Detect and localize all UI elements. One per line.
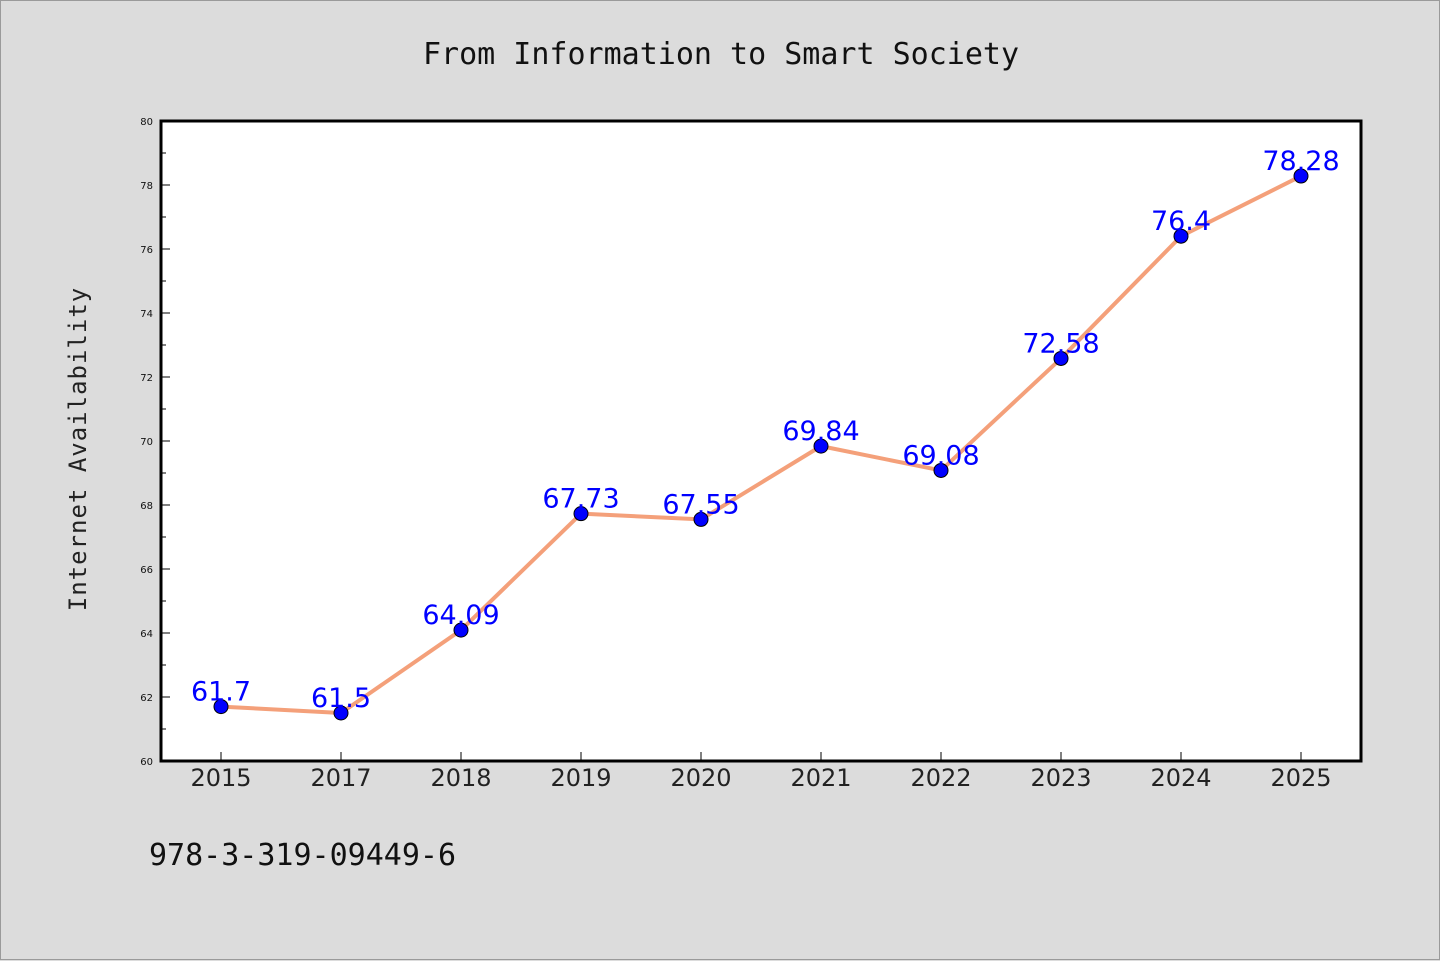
data-label: 67.55 [662, 489, 739, 520]
data-point-marker [813, 438, 829, 454]
series-layer [213, 168, 1309, 721]
y-tick-label: 60 [140, 757, 153, 768]
data-label: 64.09 [422, 600, 499, 631]
data-label: 61.7 [191, 677, 251, 708]
x-tick-label: 2015 [190, 764, 251, 792]
data-label: 69.08 [902, 440, 979, 471]
y-tick-label: 70 [140, 437, 153, 448]
footer-isbn: 978-3-319-09449-6 [149, 838, 456, 873]
plot-frame [159, 119, 1363, 763]
data-labels-layer: 61.7 61.5 64.09 67.73 67.55 69.84 69.08 72.58 76… [191, 146, 1340, 714]
x-tick-label: 2025 [1270, 764, 1331, 792]
data-point-marker [933, 462, 949, 478]
data-label: 78.28 [1262, 146, 1339, 177]
data-point-marker [333, 705, 349, 721]
y-tick-label: 62 [140, 693, 153, 704]
y-tick-label: 68 [140, 501, 153, 512]
y-tick-label: 72 [140, 373, 153, 384]
data-label: 76.4 [1151, 206, 1211, 237]
data-point-marker [1173, 228, 1189, 244]
y-tick-label: 78 [140, 181, 153, 192]
x-tick-label: 2020 [670, 764, 731, 792]
x-tick-label: 2017 [310, 764, 371, 792]
x-tick-label: 2021 [790, 764, 851, 792]
x-tick-label: 2018 [430, 764, 491, 792]
x-tick-label: 2022 [910, 764, 971, 792]
data-label: 72.58 [1022, 328, 1099, 359]
y-tick-label: 66 [140, 565, 153, 576]
x-axis: 2015 2017 2018 2019 2020 2021 2022 2023 2024 2025 [190, 752, 1332, 792]
x-tick-label: 2023 [1030, 764, 1091, 792]
data-point-marker [213, 699, 229, 715]
y-tick-label: 64 [140, 629, 153, 640]
series-line [219, 174, 1303, 715]
data-label: 61.5 [311, 683, 371, 714]
x-tick-label: 2019 [550, 764, 611, 792]
plot-area [161, 121, 1361, 761]
y-tick-label: 74 [140, 309, 153, 320]
y-tick-label: 76 [140, 245, 153, 256]
x-tick-label: 2024 [1150, 764, 1211, 792]
data-point-marker [573, 506, 589, 522]
data-point-marker [1293, 168, 1309, 184]
data-point-marker [1053, 350, 1069, 366]
data-label: 69.84 [782, 416, 859, 447]
data-point-marker [453, 622, 469, 638]
data-label: 67.73 [542, 484, 619, 515]
chart-title: From Information to Smart Society [423, 37, 1019, 72]
data-point-marker [693, 511, 709, 527]
y-axis-label: Internet Availability [64, 287, 92, 611]
y-tick-label: 80 [140, 117, 153, 128]
